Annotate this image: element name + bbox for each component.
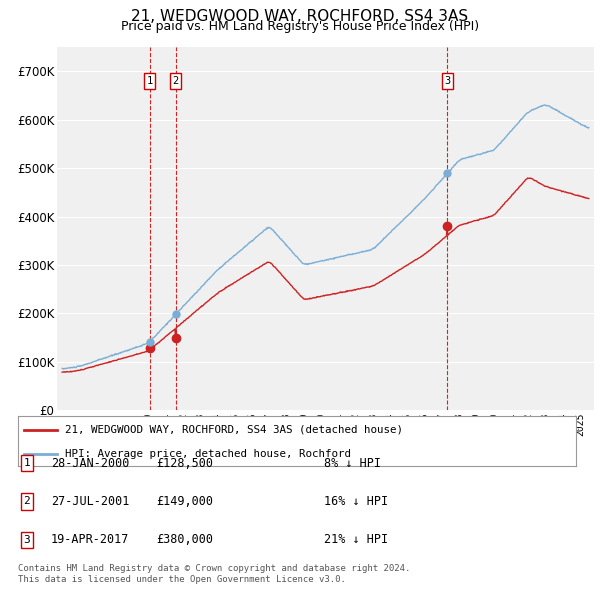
Text: 19-APR-2017: 19-APR-2017	[51, 533, 130, 546]
Text: 16% ↓ HPI: 16% ↓ HPI	[324, 495, 388, 508]
Text: 21% ↓ HPI: 21% ↓ HPI	[324, 533, 388, 546]
Text: 1: 1	[23, 458, 31, 468]
Text: 21, WEDGWOOD WAY, ROCHFORD, SS4 3AS: 21, WEDGWOOD WAY, ROCHFORD, SS4 3AS	[131, 9, 469, 24]
Text: 3: 3	[444, 76, 451, 86]
Text: 21, WEDGWOOD WAY, ROCHFORD, SS4 3AS (detached house): 21, WEDGWOOD WAY, ROCHFORD, SS4 3AS (det…	[65, 425, 403, 435]
Text: 2: 2	[23, 497, 31, 506]
Text: 3: 3	[23, 535, 31, 545]
Text: This data is licensed under the Open Government Licence v3.0.: This data is licensed under the Open Gov…	[18, 575, 346, 584]
Text: 28-JAN-2000: 28-JAN-2000	[51, 457, 130, 470]
Text: Contains HM Land Registry data © Crown copyright and database right 2024.: Contains HM Land Registry data © Crown c…	[18, 565, 410, 573]
Text: £380,000: £380,000	[156, 533, 213, 546]
Text: 27-JUL-2001: 27-JUL-2001	[51, 495, 130, 508]
Text: £149,000: £149,000	[156, 495, 213, 508]
Text: £128,500: £128,500	[156, 457, 213, 470]
Text: 1: 1	[146, 76, 153, 86]
Text: Price paid vs. HM Land Registry's House Price Index (HPI): Price paid vs. HM Land Registry's House …	[121, 20, 479, 33]
Text: 2: 2	[172, 76, 179, 86]
Text: 8% ↓ HPI: 8% ↓ HPI	[324, 457, 381, 470]
Text: HPI: Average price, detached house, Rochford: HPI: Average price, detached house, Roch…	[65, 448, 352, 458]
